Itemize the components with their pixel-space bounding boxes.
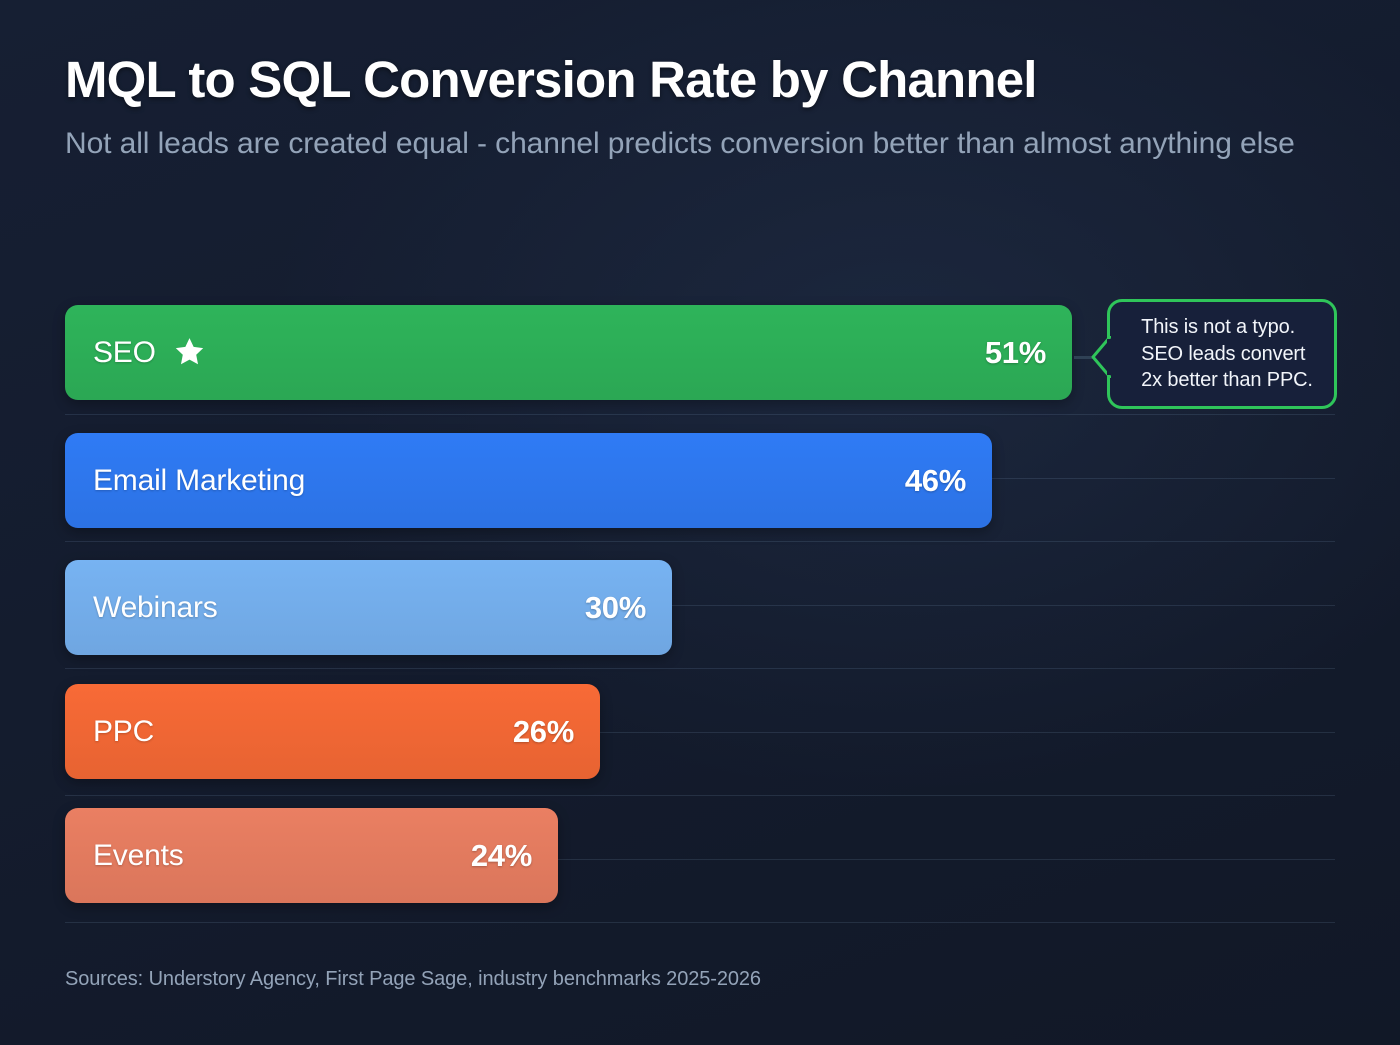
bar-value: 51% (984, 334, 1046, 370)
bar-value: 24% (470, 837, 532, 873)
bar-events[interactable]: Events 24% (65, 808, 558, 903)
chart-header: MQL to SQL Conversion Rate by Channel No… (65, 52, 1335, 167)
bar-value: 30% (584, 589, 646, 625)
bar-label: Email Marketing (93, 463, 306, 497)
bar-label: Events (93, 838, 184, 872)
callout-annotation: This is not a typo. SEO leads convert 2x… (1074, 299, 1337, 409)
bar-value: 46% (904, 462, 966, 498)
bar-row: PPC 26% (65, 684, 600, 779)
bar-row: SEO 51% (65, 305, 1072, 400)
callout-stem (1074, 356, 1094, 359)
callout-text: This is not a typo. SEO leads convert 2x… (1141, 316, 1313, 392)
bar-row: Email Marketing 46% (65, 433, 992, 528)
bar-label: Webinars (93, 590, 218, 624)
bar-email-marketing[interactable]: Email Marketing 46% (65, 433, 992, 528)
bar-label: PPC (93, 714, 155, 748)
bar-label: SEO (93, 335, 156, 369)
bar-webinars[interactable]: Webinars 30% (65, 560, 672, 655)
bar-row: Events 24% (65, 808, 558, 903)
bar-row: Webinars 30% (65, 560, 672, 655)
callout-arrow-icon (1091, 336, 1111, 378)
star-icon (174, 336, 205, 367)
bar-ppc[interactable]: PPC 26% (65, 684, 600, 779)
sources-footnote: Sources: Understory Agency, First Page S… (65, 968, 761, 990)
bar-seo[interactable]: SEO 51% (65, 305, 1072, 400)
page-title: MQL to SQL Conversion Rate by Channel (65, 51, 1037, 108)
chart-subtitle: Not all leads are created equal - channe… (65, 127, 1295, 161)
bar-value: 26% (512, 713, 574, 749)
